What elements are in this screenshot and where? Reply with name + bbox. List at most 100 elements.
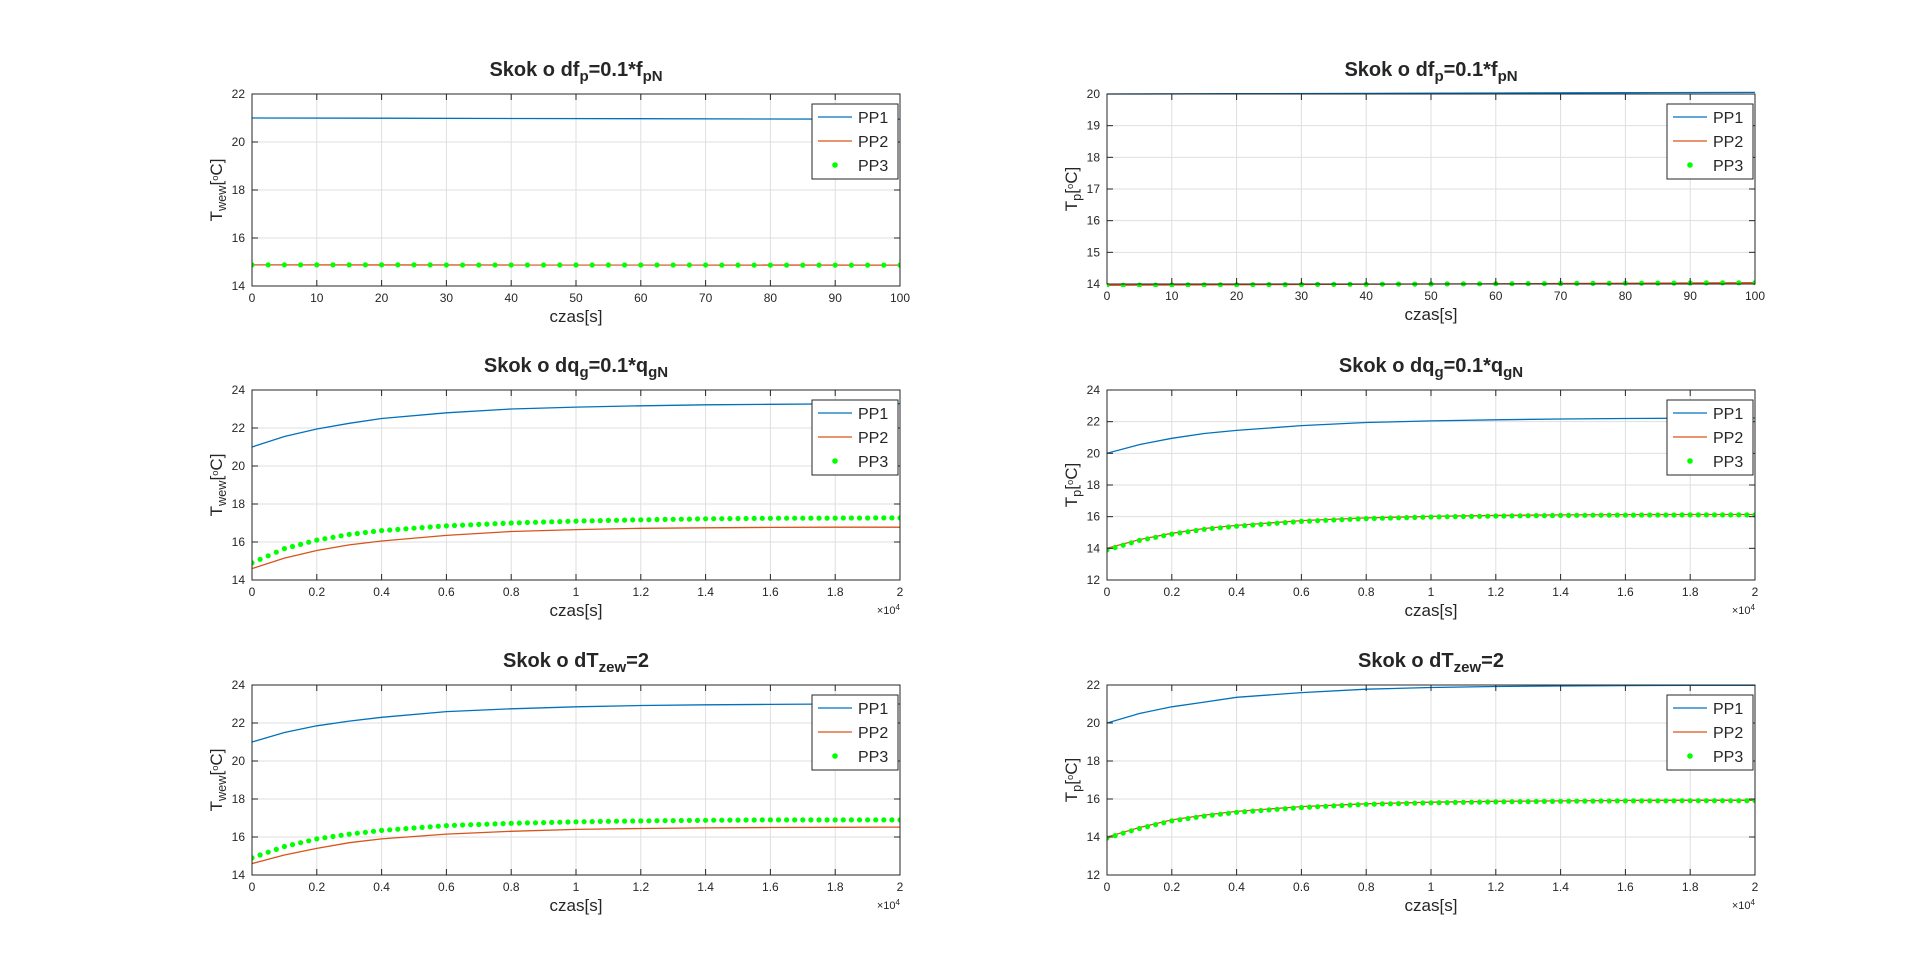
series-pp3-point xyxy=(427,524,433,530)
series-pp3-point xyxy=(792,817,798,823)
series-pp3-point xyxy=(419,525,425,531)
series-pp3-point xyxy=(362,829,368,835)
series-pp3-point xyxy=(630,818,636,824)
x-tick-label: 1.2 xyxy=(632,880,649,894)
series-pp3-point xyxy=(508,262,514,268)
series-pp3-point xyxy=(1477,799,1483,805)
x-axis-label: czas[s] xyxy=(550,601,603,620)
series-pp3-point xyxy=(873,515,879,521)
series-pp3-point xyxy=(1736,280,1742,286)
series-pp3-point xyxy=(1250,282,1256,287)
series-pp3-point xyxy=(257,556,263,562)
x-tick-label: 1.2 xyxy=(1487,880,1504,894)
series-pp3-point xyxy=(298,541,304,548)
series-pp3-point xyxy=(1566,512,1572,519)
series-pp3-point xyxy=(767,262,774,268)
series-pp3-point xyxy=(484,821,490,827)
x-tick-label: 90 xyxy=(1684,289,1698,303)
legend-label-pp2: PP2 xyxy=(1713,430,1743,447)
series-pp3-point xyxy=(751,262,757,268)
chart-title: Skok o dfp=0.1*fpN xyxy=(1344,59,1517,85)
series-pp3-point xyxy=(767,515,774,521)
series-pp3-point xyxy=(881,817,887,823)
series-pp3-point xyxy=(1468,513,1475,520)
series-pp3-point xyxy=(476,521,482,528)
legend-label-pp3: PP3 xyxy=(1713,158,1743,175)
x-tick-label: 2 xyxy=(1752,585,1759,599)
series-pp3-point xyxy=(848,262,855,268)
series-pp3-point xyxy=(403,826,409,832)
series-pp3-point xyxy=(775,515,782,521)
series-pp3-point xyxy=(524,262,531,268)
series-pp3-point xyxy=(1444,800,1450,806)
series-pp3-point xyxy=(1177,817,1183,823)
legend-label-pp2: PP2 xyxy=(858,134,888,151)
series-pp3-point xyxy=(1347,802,1353,808)
series-pp3-point xyxy=(1355,802,1361,808)
series-pp3-point xyxy=(1217,811,1223,817)
series-pp3-point xyxy=(800,262,806,268)
series-pp3-point xyxy=(362,262,368,268)
series-pp3-point xyxy=(1598,798,1604,804)
series-pp3-point xyxy=(1598,512,1604,518)
legend: PP1 PP2 PP3 xyxy=(811,103,899,180)
legend-label-pp3: PP3 xyxy=(858,749,888,766)
series-pp3-point xyxy=(1193,814,1199,820)
series-pp3-point xyxy=(1558,512,1564,519)
series-pp3-point xyxy=(557,519,563,525)
series-pp3-point xyxy=(1242,809,1248,815)
series-pp3-point xyxy=(1153,822,1159,828)
series-pp3-point xyxy=(775,817,782,823)
series-pp3-point xyxy=(541,262,547,268)
series-pp3-point xyxy=(1128,828,1134,834)
series-pp3-point xyxy=(1630,512,1637,518)
x-tick-label: 1.6 xyxy=(762,880,779,894)
series-pp3-point xyxy=(306,539,312,545)
series-pp3-point xyxy=(314,262,320,268)
series-pp3-point xyxy=(1485,513,1491,519)
series-pp3-point xyxy=(565,819,571,825)
series-pp3-point xyxy=(824,515,830,521)
x-tick-label: 1.8 xyxy=(827,585,844,599)
y-tick-label: 22 xyxy=(232,421,246,435)
y-tick-label: 14 xyxy=(232,868,246,882)
series-pp3-point xyxy=(1347,516,1353,522)
x-tick-label: 60 xyxy=(634,291,648,305)
series-pp3-point xyxy=(1274,806,1280,812)
x-tick-label: 40 xyxy=(1360,289,1374,303)
series-pp3-point xyxy=(1396,515,1402,521)
x-tick-label: 1.4 xyxy=(697,585,714,599)
y-tick-label: 22 xyxy=(1087,415,1101,429)
series-pp3-point xyxy=(1136,537,1142,544)
legend-swatch-pp3 xyxy=(832,162,838,168)
series-pp3-point xyxy=(1460,799,1466,805)
series-pp3-point xyxy=(524,820,531,826)
y-tick-label: 12 xyxy=(1087,868,1101,882)
series-pp3-point xyxy=(1614,798,1620,804)
series-pp3-point xyxy=(670,818,676,824)
series-pp3-point xyxy=(686,817,693,824)
x-tick-label: 50 xyxy=(569,291,583,305)
series-pp3-point xyxy=(395,526,401,533)
series-pp3-point xyxy=(759,817,765,823)
series-pp3-point xyxy=(1266,521,1272,527)
series-pp3-point xyxy=(476,262,482,268)
series-pp3-point xyxy=(330,833,336,840)
series-pp3-point xyxy=(1120,282,1126,287)
series-pp3-point xyxy=(411,825,417,831)
series-pp3-point xyxy=(346,262,352,268)
series-pp3-point xyxy=(646,517,652,523)
data-layer xyxy=(1107,417,1755,553)
legend-label-pp2: PP2 xyxy=(858,725,888,742)
legend: PP1 PP2 PP3 xyxy=(1666,103,1754,180)
y-tick-label: 14 xyxy=(232,573,246,587)
series-pp3-point xyxy=(605,517,612,524)
series-pp3-point xyxy=(427,824,433,830)
y-axis-label: Twew[oC] xyxy=(207,159,229,222)
y-tick-label: 17 xyxy=(1087,182,1101,196)
y-tick-label: 24 xyxy=(1087,383,1101,397)
series-pp3-point xyxy=(362,529,368,536)
series-pp3-point xyxy=(1428,514,1434,520)
series-pp3-point xyxy=(1525,513,1531,519)
series-pp3-point xyxy=(1606,280,1612,286)
